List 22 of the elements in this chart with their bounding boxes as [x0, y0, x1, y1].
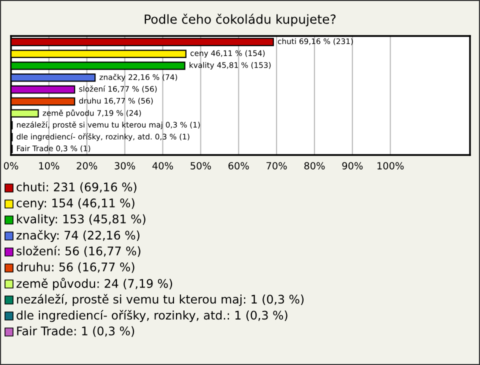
- text: značky: 74 (22,16 %): [16, 230, 140, 242]
- x-tick-label: 20%: [76, 162, 98, 170]
- x-tick-label: 60%: [228, 162, 249, 170]
- text: druhu: 56 (16,77 %): [16, 262, 134, 273]
- text: země původu: 24 (7,19 %): [16, 278, 172, 290]
- x-tick-label: 10%: [39, 162, 60, 170]
- x-tick-label: 30%: [114, 162, 136, 170]
- text: dle ingrediencí- oříšky, rozinky, atd.: 1 (0,3 %): [16, 310, 288, 322]
- text: chuti: 231 (69,16 %): [16, 182, 136, 193]
- text: nezáleží, prostě si vemu tu kterou maj: 1 (0,3 %): [17, 294, 304, 306]
- x-tick-label: 70%: [266, 162, 287, 170]
- x-tick-label: 50%: [190, 162, 211, 170]
- x-tick-label: 40%: [152, 162, 174, 170]
- text: složení: 56 (16,77 %): [16, 246, 140, 257]
- x-tick-label: 90%: [342, 162, 363, 170]
- x-tick-label: 0%: [4, 162, 18, 170]
- text: Fair Trade: 1 (0,3 %): [17, 326, 134, 337]
- text: kvality: 153 (45,81 %): [17, 214, 146, 226]
- text: ceny: 154 (46,11 %): [16, 198, 134, 210]
- x-tick-label: 100%: [378, 162, 404, 170]
- chart-title: Podle čeho čokoládu kupujete?: [144, 14, 336, 26]
- x-tick-label: 80%: [304, 162, 325, 170]
